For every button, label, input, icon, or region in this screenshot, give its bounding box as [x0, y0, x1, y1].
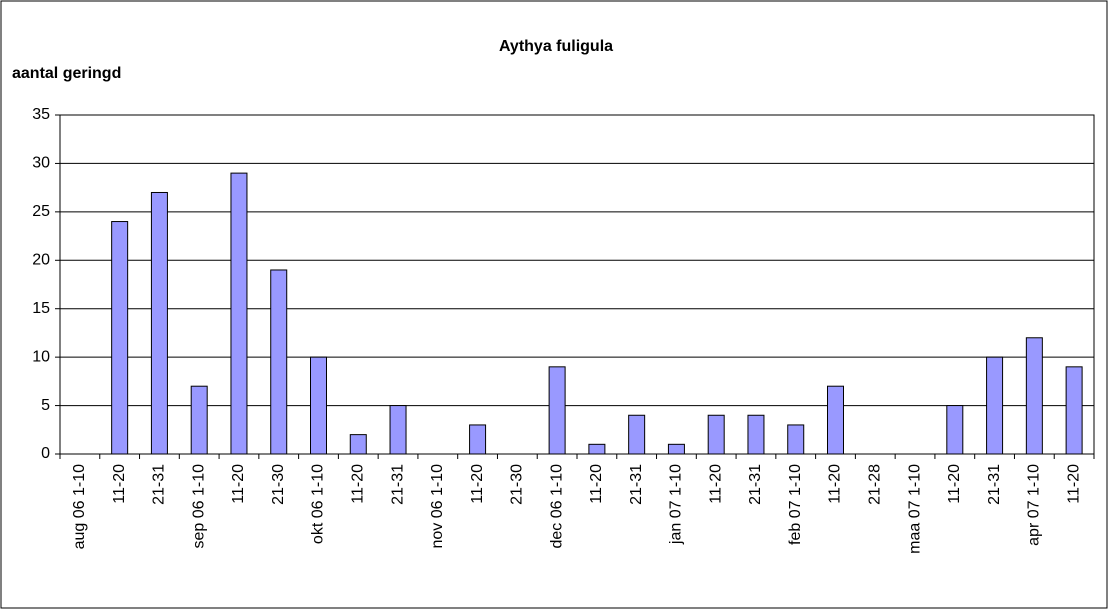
x-tick-label: 11-20 [946, 464, 963, 504]
bar [548, 366, 566, 455]
bar [827, 385, 844, 455]
x-tick-label: sep 06 1-10 [190, 464, 207, 549]
x-tick-label: 11-20 [707, 464, 724, 504]
bar [787, 424, 805, 455]
y-axis-label: aantal geringd [12, 65, 121, 82]
x-tick-label: okt 06 1-10 [310, 464, 327, 544]
x-tick-label: 21-31 [747, 464, 764, 505]
y-tick-label: 15 [32, 300, 50, 317]
x-tick-label: nov 06 1-10 [429, 464, 446, 549]
x-tick-label: 11-20 [349, 464, 366, 504]
x-tick-label: dec 06 1-10 [548, 464, 565, 549]
bar [389, 405, 407, 455]
x-tick-label: maa 07 1-10 [906, 464, 923, 554]
x-tick-label: 21-31 [628, 464, 645, 505]
y-tick-label: 20 [32, 252, 50, 269]
x-tick-label: 21-31 [389, 464, 406, 505]
y-tick-label: 25 [32, 203, 50, 220]
bar [986, 356, 1004, 455]
bar [150, 191, 168, 455]
bar [707, 414, 725, 455]
x-tick-label: 11-20 [588, 464, 605, 504]
bar [310, 356, 327, 455]
bar [111, 221, 129, 455]
bar [270, 269, 288, 455]
x-tick-label: 21-30 [509, 464, 526, 505]
x-tick-label: aug 06 1-10 [71, 464, 88, 550]
bar [190, 385, 208, 455]
bar [349, 434, 367, 455]
x-tick-label: 11-20 [230, 464, 247, 504]
y-tick-label: 35 [32, 106, 50, 123]
x-tick-label: 21-28 [866, 464, 883, 505]
bar [946, 405, 964, 455]
bar [588, 443, 606, 455]
x-tick-label: 11-20 [111, 464, 128, 504]
bar [1065, 366, 1083, 455]
y-tick-label: 30 [32, 155, 50, 172]
x-tick-label: 11-20 [1065, 464, 1082, 504]
bar [1025, 337, 1043, 455]
bar [628, 414, 646, 455]
x-tick-label: 11-20 [469, 464, 486, 504]
x-tick-label: jan 07 1-10 [668, 464, 685, 545]
x-tick-label: 11-20 [827, 464, 844, 504]
bar [469, 424, 487, 455]
x-tick-label: 21-31 [151, 464, 168, 505]
y-tick-label: 5 [41, 397, 50, 414]
y-tick-label: 0 [41, 445, 50, 462]
x-tick-label: 21-30 [270, 464, 287, 505]
chart-title: Aythya fuligula [499, 38, 613, 55]
x-tick-label: 21-31 [986, 464, 1003, 505]
bar [747, 414, 765, 455]
bar [230, 172, 248, 455]
bar [667, 443, 685, 455]
y-tick-label: 10 [32, 348, 50, 365]
x-tick-label: feb 07 1-10 [787, 464, 804, 545]
x-tick-label: apr 07 1-10 [1026, 464, 1043, 546]
